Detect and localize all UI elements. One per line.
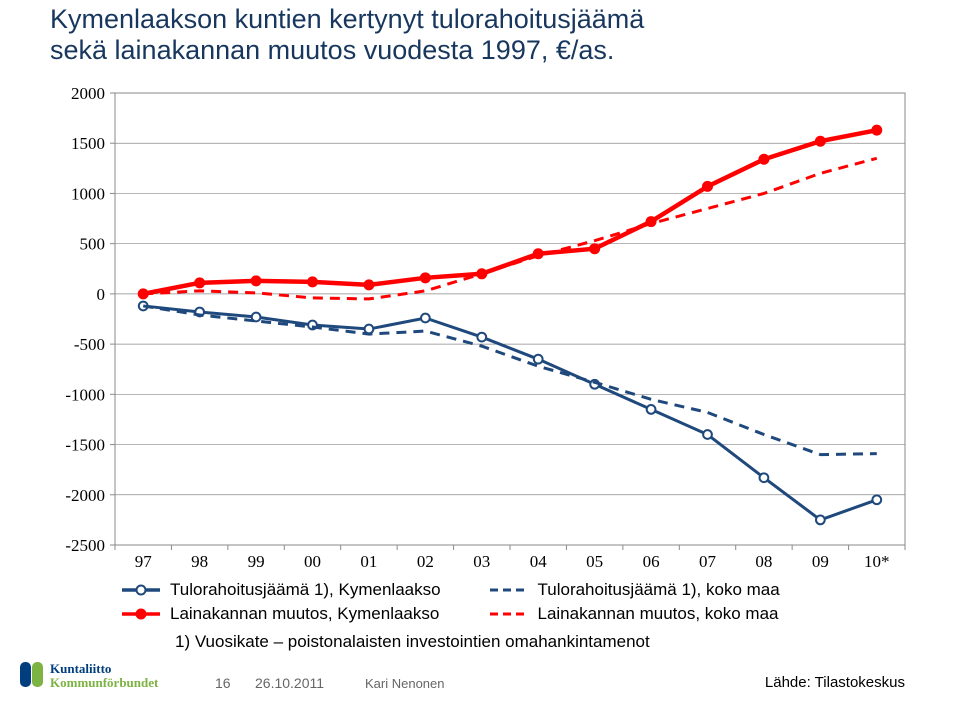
svg-text:-2500: -2500	[65, 536, 105, 555]
footer-author: Kari Nenonen	[365, 676, 445, 691]
footnote: 1) Vuosikate – poistonalaisten investoin…	[175, 632, 650, 652]
svg-text:0: 0	[97, 285, 106, 304]
legend-label: Lainakannan muutos, Kymenlaakso	[170, 604, 439, 624]
svg-text:10*: 10*	[864, 552, 890, 571]
legend-item: Tulorahoitusjäämä 1), koko maa	[488, 580, 856, 600]
svg-text:1500: 1500	[71, 134, 105, 153]
svg-text:00: 00	[304, 552, 321, 571]
legend-label: Lainakannan muutos, koko maa	[538, 604, 779, 624]
svg-text:04: 04	[530, 552, 548, 571]
footer-date: 26.10.2011	[255, 675, 324, 691]
svg-text:-2000: -2000	[65, 486, 105, 505]
line-chart: 2000 1500 1000 500 0 -500 -1000 -1500 -2000 -2500…	[40, 85, 920, 575]
source-label: Lähde: Tilastokeskus	[765, 674, 905, 691]
svg-text:-500: -500	[74, 335, 105, 354]
kuntaliitto-logo: Kuntaliitto Kommunförbundet	[18, 659, 208, 698]
svg-text:07: 07	[699, 552, 717, 571]
legend: Tulorahoitusjäämä 1), Kymenlaakso Tulora…	[120, 580, 870, 628]
svg-text:98: 98	[191, 552, 208, 571]
svg-text:-1500: -1500	[65, 436, 105, 455]
legend-item: Lainakannan muutos, koko maa	[488, 604, 856, 624]
legend-item: Lainakannan muutos, Kymenlaakso	[120, 604, 488, 624]
svg-text:500: 500	[80, 235, 106, 254]
svg-text:02: 02	[417, 552, 434, 571]
svg-text:2000: 2000	[71, 85, 105, 103]
svg-text:1000: 1000	[71, 184, 105, 203]
svg-text:Kommunförbundet: Kommunförbundet	[50, 675, 159, 690]
legend-label: Tulorahoitusjäämä 1), koko maa	[538, 580, 780, 600]
svg-text:99: 99	[248, 552, 265, 571]
svg-text:08: 08	[755, 552, 772, 571]
svg-text:97: 97	[135, 552, 153, 571]
page-number: 16	[215, 675, 231, 691]
title-line-1: Kymenlaakson kuntien kertynyt tulorahoit…	[50, 4, 644, 34]
chart-title: Kymenlaakson kuntien kertynyt tulorahoit…	[50, 4, 644, 66]
svg-text:05: 05	[586, 552, 603, 571]
title-line-2: sekä lainakannan muutos vuodesta 1997, €…	[50, 35, 614, 65]
footer: Kuntaliitto Kommunförbundet 16 26.10.201…	[0, 659, 960, 699]
svg-text:Kuntaliitto: Kuntaliitto	[50, 661, 111, 676]
svg-text:03: 03	[473, 552, 490, 571]
legend-label: Tulorahoitusjäämä 1), Kymenlaakso	[170, 580, 441, 600]
svg-text:06: 06	[643, 552, 660, 571]
svg-text:09: 09	[812, 552, 829, 571]
svg-text:-1000: -1000	[65, 385, 105, 404]
svg-text:01: 01	[360, 552, 377, 571]
legend-item: Tulorahoitusjäämä 1), Kymenlaakso	[120, 580, 488, 600]
